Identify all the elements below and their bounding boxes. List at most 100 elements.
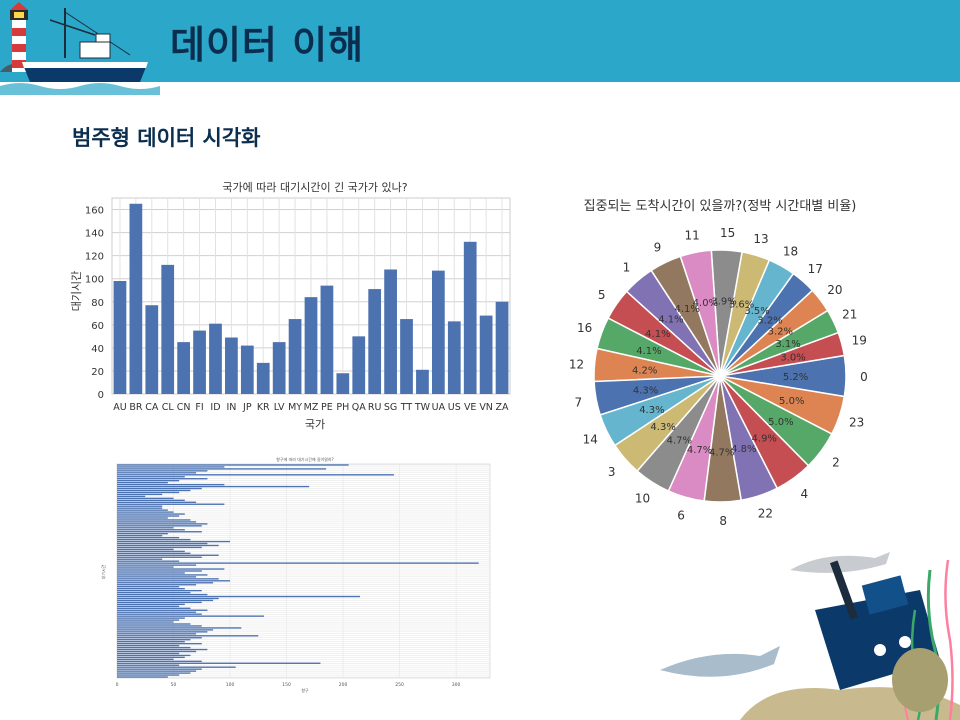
hbar-bar — [117, 527, 174, 528]
hbar-bar — [117, 639, 190, 640]
pie-category-label: 14 — [583, 433, 598, 447]
hbar-bar — [117, 665, 179, 666]
bar-ID — [209, 324, 222, 394]
hbar-bar — [117, 488, 202, 489]
bar-chart-y-tick-label: 40 — [91, 344, 104, 355]
hbar-bar — [117, 604, 185, 605]
bar-chart-y-tick-label: 0 — [98, 390, 104, 401]
bar-TT — [400, 319, 413, 394]
hbar-bar — [117, 551, 185, 552]
pie-value-label: 3.0% — [780, 353, 805, 364]
hbar-bar — [117, 466, 224, 467]
hbar-bar — [117, 576, 196, 577]
header-banner: 데이터 이해 — [0, 0, 960, 82]
hbar-bar — [117, 531, 202, 532]
pie-category-label: 8 — [719, 514, 727, 528]
section-title: 범주형 데이터 시각화 — [72, 122, 261, 152]
bar-chart-y-tick-label: 140 — [85, 229, 104, 240]
hbar-bar — [117, 619, 179, 620]
hbar-bar — [117, 509, 168, 510]
hbar-chart-y-label: 대기시간 — [100, 564, 106, 579]
hbar-bar — [117, 606, 179, 607]
hbar-bar — [117, 547, 202, 548]
bar-VN — [480, 316, 493, 394]
bar-chart-x-label: 국가 — [305, 418, 325, 431]
pie-value-label: 4.1% — [636, 346, 661, 357]
pie-category-label: 2 — [832, 455, 840, 469]
bar-chart-y-label: 대기시간 — [70, 271, 83, 311]
hbar-bar — [117, 627, 241, 628]
bar-chart-x-tick-label: MY — [288, 402, 302, 413]
hbar-bar — [117, 498, 174, 499]
hbar-bar — [117, 676, 168, 677]
hbar-bar — [117, 515, 179, 516]
hbar-bar — [117, 623, 190, 624]
bar-chart-y-tick-label: 60 — [91, 321, 104, 332]
hbar-bar — [117, 590, 202, 591]
bar-chart-x-tick-label: PH — [336, 402, 349, 413]
bar-CN — [177, 342, 190, 394]
hbar-bar — [117, 635, 258, 636]
hbar-bar — [117, 672, 190, 673]
hbar-bar — [117, 580, 230, 581]
bar-chart-x-tick-label: UA — [432, 402, 446, 413]
hbar-bar — [117, 506, 162, 507]
hbar-bar — [117, 519, 190, 520]
underwater-shipwreck-illustration — [650, 530, 960, 720]
hbar-bar — [117, 486, 309, 487]
hbar-bar — [117, 472, 196, 473]
hbar-bar — [117, 617, 185, 618]
hbar-bar — [117, 674, 179, 675]
hbar-bar — [117, 657, 185, 658]
bar-chart-x-tick-label: TT — [400, 402, 413, 413]
bar-chart-x-tick-label: TW — [414, 402, 431, 413]
hbar-chart-x-tick-label: 200 — [339, 682, 348, 688]
bar-US — [448, 321, 461, 394]
pie-category-label: 4 — [800, 487, 808, 501]
bar-VE — [464, 242, 477, 394]
bar-IN — [225, 338, 238, 394]
bar-QA — [352, 336, 365, 394]
pie-category-label: 21 — [842, 307, 857, 321]
hbar-bar — [117, 474, 394, 475]
bar-chart-x-tick-label: CL — [162, 402, 175, 413]
hbar-bar — [117, 535, 162, 536]
hbar-bar — [117, 482, 168, 483]
hbar-bar — [117, 521, 196, 522]
bar-RU — [368, 289, 381, 394]
hbar-bar — [117, 668, 202, 669]
bar-chart-x-tick-label: IN — [226, 402, 236, 413]
pie-category-label: 18 — [783, 244, 798, 258]
hbar-bar — [117, 480, 179, 481]
bar-PH — [336, 373, 349, 394]
pie-category-label: 19 — [852, 333, 867, 347]
bar-chart-y-ticks: 0 20 40 60 80 100 120 140 160 — [85, 206, 104, 401]
bar-FI — [193, 331, 206, 394]
bar-chart-y-tick-label: 20 — [91, 367, 104, 378]
bar-chart-wait-by-country: 국가에 따라 대기시간이 긴 국가가 있나? 0 20 40 60 80 100 120 14… — [60, 176, 520, 436]
hbar-bar — [117, 586, 179, 587]
bar-chart-x-tick-label: US — [448, 402, 461, 413]
hbar-bar — [117, 513, 185, 514]
bar-chart-x-tick-label: MZ — [304, 402, 319, 413]
hbar-bar — [117, 572, 185, 573]
hbar-bar — [117, 647, 190, 648]
hbar-bar — [117, 633, 196, 634]
bar-CA — [145, 305, 158, 394]
pie-category-label: 6 — [677, 509, 685, 523]
pie-category-label: 16 — [577, 321, 592, 335]
bar-chart-x-tick-label: PE — [321, 402, 333, 413]
hbar-bar — [117, 492, 179, 493]
pie-category-label: 5 — [598, 288, 606, 302]
hbar-bar — [117, 637, 202, 638]
bar-chart-x-tick-label: FI — [195, 402, 203, 413]
hbar-bar — [117, 631, 207, 632]
bar-SG — [384, 269, 397, 394]
hbar-bar — [117, 582, 213, 583]
hbar-bar — [117, 562, 479, 563]
hbar-bar — [117, 502, 196, 503]
hbar-bar — [117, 507, 162, 508]
bar-chart-x-tick-label: BR — [129, 402, 143, 413]
hbar-bar — [117, 494, 162, 495]
bar-JP — [241, 346, 254, 394]
